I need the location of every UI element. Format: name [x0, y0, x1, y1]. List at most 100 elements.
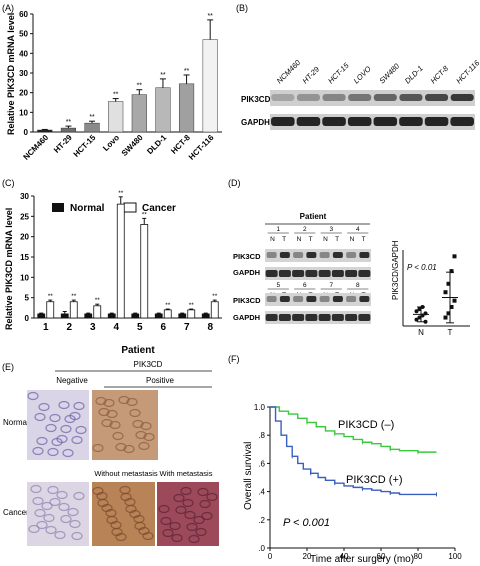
- d-point-t: [452, 254, 457, 259]
- ihc-texture: [201, 511, 213, 521]
- ihc-texture: [45, 423, 57, 433]
- ihc-with-met-label: With metastasis: [160, 469, 213, 478]
- ihc-texture: [143, 432, 155, 442]
- d-band-gapdh: [331, 314, 344, 321]
- a-ytick-label: 30: [19, 69, 28, 78]
- ihc-texture: [27, 391, 39, 401]
- ihc-positive-label: Positive: [146, 376, 175, 385]
- d-blot-gapdh-bg: [265, 311, 371, 324]
- a-category-label: SW480: [120, 133, 145, 158]
- ihc-texture: [138, 441, 150, 451]
- ihc-texture: [109, 420, 121, 430]
- f-xtick-label: 40: [340, 552, 349, 561]
- ihc-texture: [73, 491, 85, 501]
- ihc-texture: [71, 435, 83, 445]
- c-category-label: 2: [66, 322, 72, 333]
- a-category-label: DLD-1: [145, 133, 168, 156]
- panel-label-c: (C): [2, 178, 15, 188]
- ihc-texture: [115, 532, 127, 542]
- d-band-pik3cd: [359, 296, 370, 302]
- ihc-texture: [115, 442, 127, 452]
- ihc-texture: [188, 534, 200, 544]
- c-category-label: 8: [207, 322, 213, 333]
- d-patient-number: 3: [329, 226, 333, 233]
- ihc-texture: [60, 424, 72, 434]
- d-band-gapdh: [318, 270, 331, 277]
- d-band-gapdh: [292, 314, 305, 321]
- d-band-pik3cd: [332, 252, 343, 258]
- ihc-negative-label: Negative: [56, 376, 88, 385]
- a-category-label: HCT-116: [187, 133, 216, 162]
- ihc-texture: [140, 421, 152, 431]
- f-ytick-label: 1.0: [254, 403, 266, 412]
- legend-cancer-swatch: [123, 202, 137, 213]
- d-point-t: [449, 305, 454, 309]
- b-band-pik3cd: [425, 94, 449, 101]
- a-category-label: HCT-15: [72, 133, 98, 159]
- d-point-t: [452, 298, 457, 303]
- d-n-label: N: [297, 236, 302, 243]
- c-star: **: [165, 302, 171, 309]
- c-bar-normal: [178, 313, 187, 319]
- ihc-texture: [43, 513, 55, 523]
- d-patient-number: 4: [356, 226, 360, 233]
- legend-cancer-label: Cancer: [142, 203, 176, 214]
- d-t-label: T: [282, 236, 286, 243]
- a-category-label: Lovo: [101, 133, 121, 153]
- panel-a-bar-chart: Relative PIK3CD mRNA level 0 10 20 30 40 50 60…: [6, 10, 222, 162]
- b-band-gapdh: [271, 117, 295, 126]
- d-band-pik3cd: [279, 296, 290, 302]
- ihc-texture: [142, 531, 154, 541]
- a-bar: [84, 122, 100, 133]
- ihc-texture: [169, 521, 181, 531]
- ihc-texture: [49, 497, 61, 507]
- ihc-texture: [129, 408, 141, 418]
- a-bar: [202, 39, 218, 133]
- c-category-label: 5: [137, 322, 143, 333]
- panel-f-pvalue: P < 0.001: [283, 517, 330, 529]
- b-lane-label: DLD-1: [403, 64, 425, 86]
- c-category-label: 1: [43, 322, 49, 333]
- d-blot-pik3cd-bg: [265, 293, 371, 306]
- ihc-texture: [34, 508, 46, 518]
- ihc-texture: [118, 395, 130, 405]
- c-star: **: [118, 190, 124, 197]
- panel-a-ylabel: Relative PIK3CD mRNA level: [6, 13, 16, 135]
- d-t-label: T: [309, 236, 313, 243]
- ihc-texture: [180, 486, 192, 496]
- ihc-texture: [69, 411, 81, 421]
- b-band-gapdh: [296, 117, 321, 126]
- ihc-texture: [67, 507, 79, 517]
- d-t-label: T: [362, 236, 366, 243]
- b-lane-label: LOVO: [352, 64, 373, 85]
- ihc-cancer-negative: [27, 482, 89, 546]
- c-star: **: [71, 293, 77, 300]
- blot-b-label-pik3cd: PIK3CD: [241, 95, 271, 104]
- c-star: **: [189, 302, 195, 309]
- a-category-label: HT-29: [52, 133, 74, 155]
- f-ytick-label: .0: [258, 544, 265, 553]
- ihc-texture: [54, 530, 66, 540]
- c-bar-cancer: [46, 301, 55, 319]
- d-point-t: [443, 315, 448, 320]
- panel-f-survival: Overall survival Time after surgery (mo)…: [243, 403, 462, 565]
- ihc-texture: [158, 504, 170, 514]
- d-n-label: N: [323, 236, 328, 243]
- a-star: **: [113, 92, 119, 99]
- d-band-pik3cd: [279, 252, 290, 258]
- d-band-gapdh: [265, 314, 278, 321]
- ihc-texture: [124, 497, 136, 507]
- c-bar-normal: [131, 313, 140, 319]
- ihc-texture: [28, 524, 40, 534]
- blot-d-top-pik3cd: PIK3CD: [233, 252, 261, 261]
- ihc-texture: [175, 505, 187, 515]
- a-bar: [60, 127, 77, 133]
- b-band-gapdh: [373, 117, 398, 126]
- panel-f-series-pos-label: PIK3CD (+): [346, 474, 403, 486]
- b-band-pik3cd: [296, 94, 320, 101]
- b-band-gapdh: [399, 117, 423, 126]
- ihc-normal-negative-bg: [27, 390, 89, 460]
- blot-d-top-gapdh: GAPDH: [233, 268, 260, 277]
- d-band-pik3cd: [359, 252, 370, 258]
